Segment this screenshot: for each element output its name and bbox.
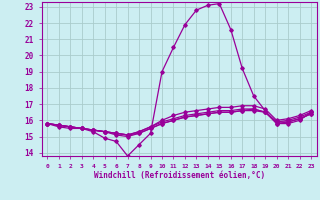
X-axis label: Windchill (Refroidissement éolien,°C): Windchill (Refroidissement éolien,°C) [94,171,265,180]
